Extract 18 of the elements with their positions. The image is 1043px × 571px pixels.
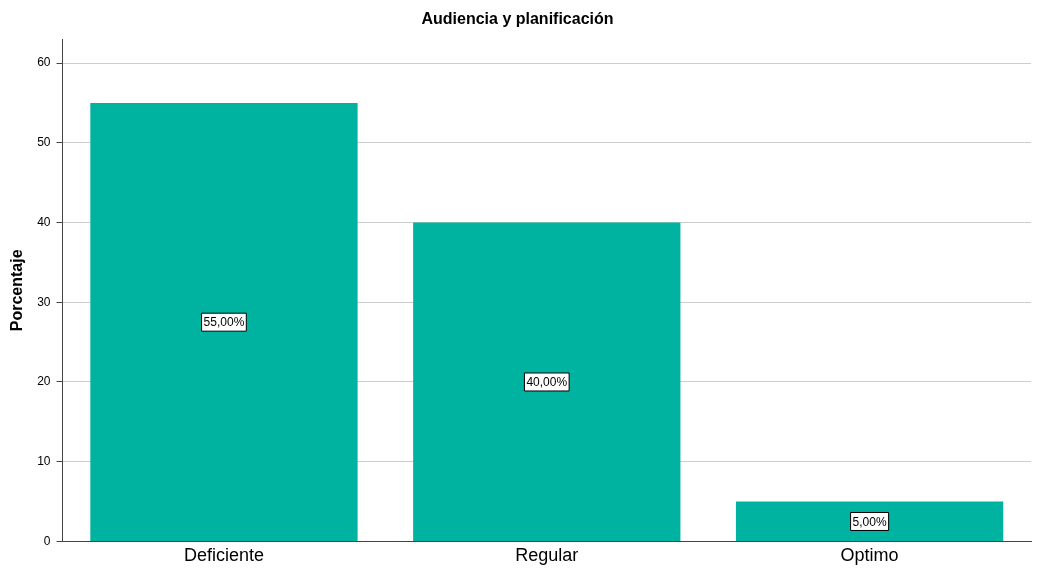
y-tick-label: 50 <box>37 135 51 150</box>
bar <box>413 222 681 541</box>
x-tick-label: Deficiente <box>183 545 264 566</box>
y-tick-label: 30 <box>37 294 51 309</box>
bar <box>90 102 358 541</box>
x-tick-label: Optimo <box>840 545 899 566</box>
y-tick-label: 60 <box>37 55 51 70</box>
chart-title: Audiencia y planificación <box>421 10 614 28</box>
y-axis-title: Porcentaje <box>8 249 26 332</box>
y-tick-label: 40 <box>37 214 51 229</box>
x-tick-label: Regular <box>515 545 579 566</box>
data-label: 5,00% <box>852 514 887 529</box>
y-tick-label: 20 <box>37 374 51 389</box>
bar <box>735 501 1004 541</box>
data-label: 40,00% <box>526 375 568 390</box>
data-label: 55,00% <box>203 315 245 330</box>
y-tick-label: 0 <box>43 533 51 548</box>
y-tick-label: 10 <box>37 454 51 468</box>
